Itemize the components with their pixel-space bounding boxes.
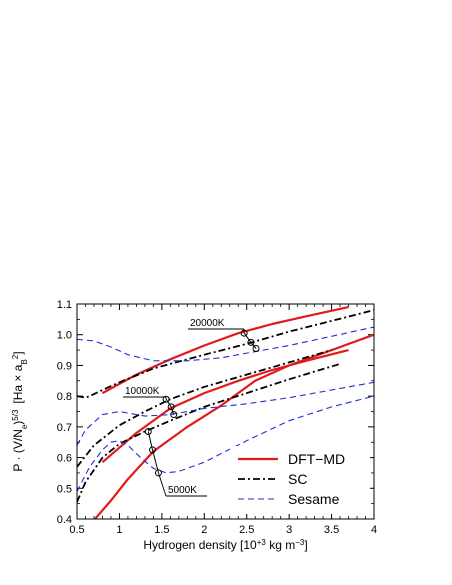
- y-tick-label: 0.4: [57, 514, 72, 526]
- temperature-marker-20000k: [247, 338, 255, 346]
- y-tick-label: 0.5: [57, 483, 72, 495]
- temperature-marker-5000k: [149, 446, 157, 454]
- x-tick-label: 4: [371, 524, 377, 536]
- x-tick-label: 2: [201, 524, 207, 536]
- y-tick-label: 0.9: [57, 360, 72, 372]
- temperature-marker-10000k: [170, 411, 178, 419]
- series-line-sc-5000k: [77, 363, 341, 503]
- series-line-sesame-10000k: [77, 381, 374, 446]
- y-axis-title: P · (V/Ne)5/3[Ha × aB2]: [11, 351, 29, 471]
- series-line-sesame-5000k: [77, 395, 374, 492]
- isotherm-connector-5000k: [147, 431, 159, 474]
- temperature-marker-10000k: [162, 395, 170, 403]
- marker-layer: [144, 329, 260, 477]
- y-tick-label: 1.0: [57, 330, 72, 342]
- y-tick-label: 1.1: [57, 299, 72, 311]
- temperature-marker-10000k: [167, 403, 175, 411]
- annotation-leader-5000k: [158, 472, 167, 497]
- series-line-dft-5000k: [93, 333, 374, 519]
- series-line-dft-20000k: [101, 306, 349, 395]
- x-tick-label: 2.5: [239, 524, 254, 536]
- y-tick-label: 0.7: [57, 422, 72, 434]
- x-tick-label: 1: [116, 524, 122, 536]
- legend: [230, 446, 370, 514]
- annotation-label-10000k: 10000K: [125, 386, 160, 397]
- tick-label-layer: 0.5 1 1.5 2 2.5 3 3.5 40.40.50.60.70.80.91.01.1: [57, 299, 377, 536]
- legend-label-dft: DFT−MD: [288, 451, 345, 467]
- x-tick-label: 1.5: [154, 524, 169, 536]
- legend-label-sc: SC: [288, 471, 307, 487]
- annotation-layer: 20000K 10000K 5000K: [123, 318, 245, 497]
- x-tick-label: 3: [286, 524, 292, 536]
- plot-frame: [76, 303, 375, 520]
- series-line-sc-20000k: [77, 309, 374, 399]
- temperature-marker-20000k: [252, 345, 260, 353]
- annotation-label-5000k: 5000K: [168, 485, 197, 496]
- temperature-marker-5000k: [144, 427, 152, 435]
- temperature-marker-5000k: [154, 469, 162, 477]
- x-tick-label: 0.5: [69, 524, 84, 536]
- legend-entries: DFT−MD SC Sesame: [238, 451, 345, 507]
- y-tick-label: 0.8: [57, 391, 72, 403]
- y-tick-label: 0.6: [57, 453, 72, 465]
- annotation-label-20000k: 20000K: [190, 318, 225, 329]
- x-axis-title: Hydrogen density [10+3 kg m−3]: [143, 538, 307, 553]
- series-line-sc-10000k: [77, 349, 332, 468]
- series-layer: [77, 306, 374, 519]
- series-line-sesame-20000k: [77, 326, 374, 362]
- x-tick-label: 3.5: [324, 524, 339, 536]
- legend-label-sesame: Sesame: [288, 491, 340, 507]
